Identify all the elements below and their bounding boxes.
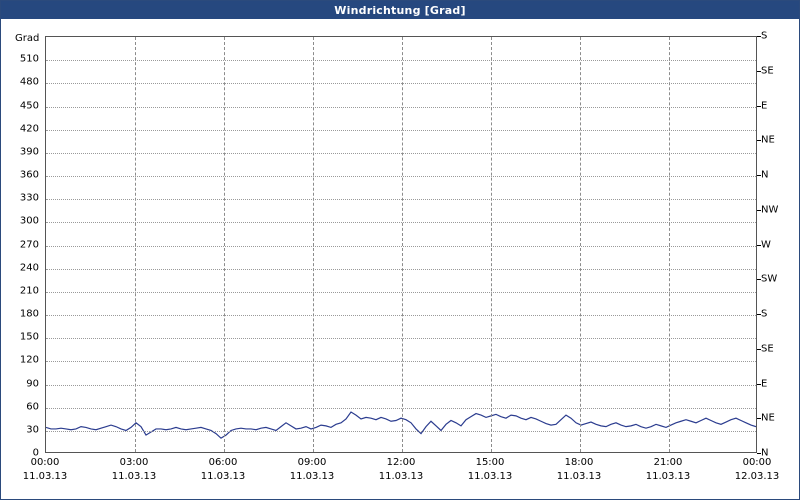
- y-axis-tick-label-left: 60: [26, 401, 39, 413]
- x-axis-tick-time: 06:00: [208, 457, 238, 468]
- x-axis-tick-time: 03:00: [119, 457, 149, 468]
- gridline-vertical: [669, 37, 670, 452]
- y-axis-tick-label-right: E: [761, 378, 768, 389]
- gridline-horizontal: [46, 245, 756, 247]
- window-title: Windrichtung [Grad]: [334, 3, 466, 17]
- x-axis-tick-date: 11.03.13: [645, 471, 691, 482]
- gridline-horizontal: [46, 430, 756, 432]
- y-axis-tick-mark-right: [757, 140, 761, 142]
- gridline-vertical: [313, 37, 314, 452]
- y-axis-tick-label-left: 150: [19, 331, 39, 343]
- gridline-horizontal: [46, 291, 756, 293]
- y-axis-tick-mark-right: [757, 105, 761, 107]
- window-titlebar: Windrichtung [Grad]: [1, 1, 799, 19]
- gridline-vertical: [580, 37, 581, 452]
- gridline-vertical: [491, 37, 492, 452]
- y-axis-tick-label-left: 450: [19, 100, 39, 111]
- y-axis-tick-label-left: 480: [19, 76, 39, 88]
- y-axis-tick-label-left: 240: [19, 262, 39, 274]
- gridline-horizontal: [46, 361, 756, 363]
- x-axis-tick-date: 11.03.13: [556, 471, 602, 482]
- x-axis-tick-date: 11.03.13: [289, 471, 335, 482]
- y-axis-tick-label-right: N: [761, 447, 769, 459]
- gridline-horizontal: [46, 338, 756, 340]
- y-axis-tick-label-right: SE: [761, 343, 774, 355]
- series-line-windrichtung: [46, 37, 756, 452]
- gridline-horizontal: [46, 384, 756, 386]
- y-axis-tick-label-left: 330: [19, 192, 39, 204]
- y-axis-tick-mark-right: [757, 453, 761, 454]
- y-axis-tick-label-right: SW: [761, 273, 778, 285]
- y-axis-tick-mark-right: [757, 348, 761, 350]
- x-axis-tick-time: 15:00: [475, 457, 505, 468]
- y-axis-tick-label-left: 180: [19, 308, 39, 320]
- x-axis-tick-time: 12:00: [386, 457, 416, 468]
- y-axis-tick-label-right: N: [761, 169, 769, 181]
- x-axis-tick-time: 00:00: [742, 457, 772, 468]
- plot-area: [45, 36, 757, 453]
- y-axis-tick-mark-right: [757, 314, 761, 315]
- gridline-horizontal: [46, 315, 756, 316]
- y-axis-tick-mark-right: [757, 36, 761, 37]
- x-axis-tick-date: 12.03.13: [734, 471, 780, 482]
- x-axis-tick-time: 00:00: [30, 457, 60, 468]
- y-axis-tick-mark-right: [757, 209, 761, 211]
- gridline-horizontal: [46, 106, 756, 108]
- y-axis-tick-label-left: 510: [19, 53, 39, 65]
- y-axis-tick-mark-right: [757, 383, 761, 385]
- y-axis-tick-mark-right: [757, 175, 761, 176]
- y-axis-tick-label-right: W: [761, 239, 771, 250]
- x-axis-tick-date: 11.03.13: [111, 471, 157, 482]
- y-axis-unit-label: Grad: [15, 33, 40, 44]
- y-axis-tick-label-right: NE: [761, 412, 775, 424]
- y-axis-tick-label-left: 90: [26, 378, 39, 389]
- y-axis-tick-mark-right: [757, 418, 761, 420]
- y-axis-tick-label-right: S: [761, 30, 768, 42]
- x-axis-tick-date: 11.03.13: [378, 471, 424, 482]
- gridline-horizontal: [46, 199, 756, 201]
- y-axis-tick-label-left: 270: [19, 239, 39, 250]
- y-axis-tick-label-left: 0: [32, 447, 39, 459]
- y-axis-tick-label-left: 390: [19, 146, 39, 158]
- x-axis-tick-time: 21:00: [653, 457, 683, 468]
- gridline-horizontal: [46, 407, 756, 409]
- x-axis-tick-date: 11.03.13: [200, 471, 246, 482]
- y-axis-tick-label-right: NW: [761, 204, 779, 216]
- y-axis-tick-label-right: E: [761, 100, 768, 111]
- x-axis-tick-date: 11.03.13: [22, 471, 68, 482]
- y-axis-tick-mark-right: [757, 70, 761, 72]
- y-axis-tick-label-right: NE: [761, 134, 775, 146]
- y-axis-tick-mark-right: [757, 279, 761, 281]
- gridline-horizontal: [46, 222, 756, 224]
- y-axis-tick-label-left: 420: [19, 123, 39, 135]
- y-axis-tick-label-right: SE: [761, 65, 774, 77]
- y-axis-tick-mark-right: [757, 244, 761, 246]
- y-axis-tick-label-left: 120: [19, 354, 39, 366]
- gridline-vertical: [135, 37, 136, 452]
- gridline-vertical: [224, 37, 225, 452]
- y-axis-tick-label-left: 360: [19, 169, 39, 181]
- x-axis-tick-time: 18:00: [564, 457, 594, 468]
- plot-container: Grad 0 30 60 90 120 150 180 210 240 270 300 330 360 3…: [1, 19, 799, 499]
- y-axis-tick-label-left: 30: [26, 424, 39, 436]
- gridline-vertical: [402, 37, 403, 452]
- gridline-horizontal: [46, 83, 756, 85]
- gridline-horizontal: [46, 268, 756, 270]
- y-axis-tick-label-left: 300: [19, 215, 39, 227]
- gridline-horizontal: [46, 129, 756, 131]
- x-axis-tick-time: 09:00: [297, 457, 327, 468]
- gridline-horizontal: [46, 152, 756, 154]
- gridline-horizontal: [46, 60, 756, 62]
- y-axis-tick-label-left: 210: [19, 285, 39, 297]
- gridline-horizontal: [46, 176, 756, 177]
- x-axis-tick-date: 11.03.13: [467, 471, 513, 482]
- y-axis-tick-label-right: S: [761, 308, 768, 320]
